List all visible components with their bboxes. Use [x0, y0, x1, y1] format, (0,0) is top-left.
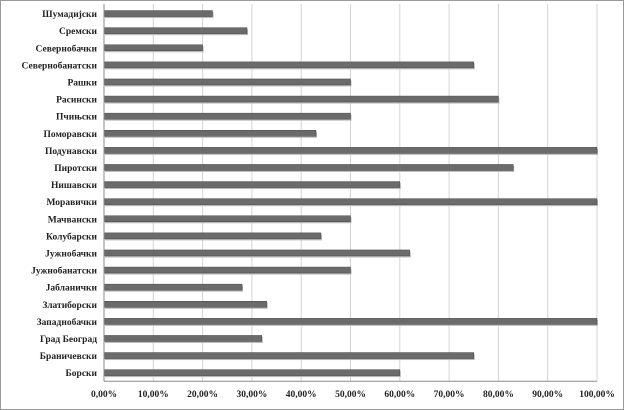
- bar: [103, 78, 351, 86]
- bar: [103, 198, 598, 205]
- category-label: Јужнобачки: [45, 248, 97, 259]
- x-tick-label: 20,00%: [187, 390, 218, 400]
- x-tick-label: 60,00%: [384, 390, 415, 400]
- category-label: Пиротски: [54, 164, 97, 174]
- bar: [103, 95, 499, 103]
- x-tick-label: 80,00%: [483, 390, 514, 400]
- bar: [103, 301, 267, 308]
- bar: [103, 147, 598, 154]
- x-tick-label: 40,00%: [286, 390, 317, 400]
- bar: [103, 232, 322, 240]
- category-label: Расински: [56, 96, 97, 106]
- x-tick-label: 100,00%: [579, 390, 615, 400]
- category-label: Нишавски: [51, 181, 98, 191]
- x-tick-label: 90,00%: [532, 390, 563, 400]
- category-label: Јабланички: [46, 283, 98, 294]
- bar: [103, 249, 410, 257]
- bar: [103, 369, 401, 376]
- x-tick-label: 30,00%: [236, 390, 267, 400]
- x-tick-label: 0,00%: [91, 390, 117, 400]
- x-tick-label: 10,00%: [138, 390, 169, 400]
- bar: [103, 44, 203, 51]
- category-label: Златиборски: [42, 300, 97, 311]
- category-label: Западнобачки: [37, 317, 98, 328]
- category-label: Моравички: [46, 198, 97, 208]
- category-label: Севернобачки: [36, 43, 98, 54]
- category-labels: Шумадијски Сремски Севернобачки Севернобана…: [22, 9, 98, 379]
- x-tick-labels: 0,00% 10,00% 20,00% 30,00% 40,00% 50,00% 60,00…: [91, 390, 615, 400]
- category-label: Јужнобанатски: [31, 266, 97, 277]
- bar: [103, 266, 351, 274]
- category-label: Севернобанатски: [22, 60, 98, 71]
- category-label: Мачвански: [48, 215, 98, 225]
- bar: [103, 181, 401, 188]
- category-label: Град Београд: [40, 335, 97, 345]
- category-label: Пчињски: [56, 113, 97, 123]
- bar: [103, 164, 514, 171]
- bar: [103, 130, 317, 137]
- category-label: Подунавски: [45, 147, 98, 157]
- category-label: Поморавски: [44, 130, 98, 140]
- category-label: Рашки: [67, 78, 97, 88]
- category-label: Колубарски: [46, 231, 97, 242]
- x-tick-label: 50,00%: [335, 390, 366, 400]
- bar: [103, 318, 598, 325]
- bar: [103, 283, 243, 291]
- bar: [103, 10, 213, 17]
- category-label: Браничевски: [40, 352, 98, 362]
- bar: [103, 61, 474, 69]
- axes: [103, 4, 597, 382]
- category-label: Шумадијски: [42, 9, 97, 20]
- bar: [103, 112, 351, 120]
- category-label: Борски: [66, 369, 98, 379]
- x-tick-label: 70,00%: [434, 390, 465, 400]
- category-label: Сремски: [59, 27, 98, 37]
- bar: [103, 335, 263, 342]
- bar: [103, 352, 474, 359]
- bar: [103, 215, 351, 222]
- bar: [103, 27, 248, 34]
